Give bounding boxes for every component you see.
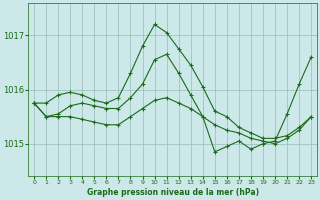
X-axis label: Graphe pression niveau de la mer (hPa): Graphe pression niveau de la mer (hPa): [87, 188, 259, 197]
